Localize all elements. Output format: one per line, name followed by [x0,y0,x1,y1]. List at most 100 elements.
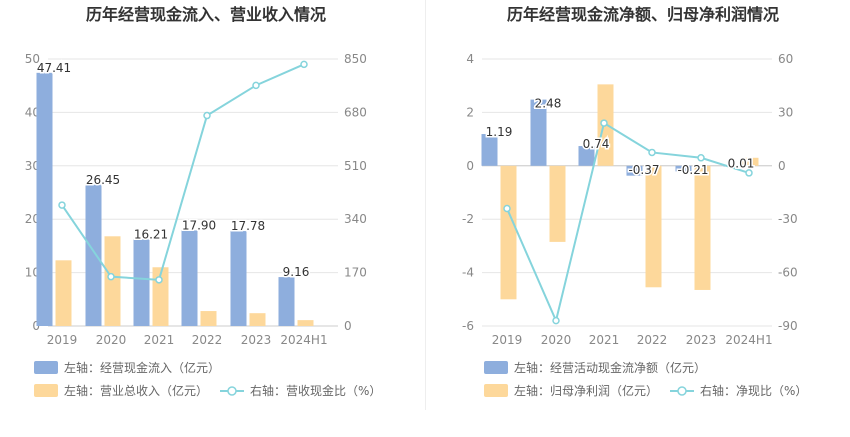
x-axis-tick-label: 2019 [492,333,523,347]
legend-swatch-marker [677,386,687,396]
left-axis-tick-label: 0 [32,319,40,333]
line-point [107,272,115,281]
line-point [203,111,211,120]
chart-title: 历年经营现金流净额、归母净利润情况 [507,5,779,24]
legend-swatch-bar [34,361,58,374]
left-axis-tick-label: 50 [25,52,40,66]
right-axis-tick-label: 170 [344,266,367,280]
right-axis-tick-label: -60 [778,266,798,280]
bar-data-label: 0.74 [583,137,610,151]
x-axis-tick-label: 2024H1 [725,333,772,347]
legend-label: 左轴：营业总收入（亿元） [64,383,208,398]
right-axis-tick-label: 850 [344,52,367,66]
panel-divider [425,0,426,410]
left-axis-tick-label: 30 [25,159,40,173]
bar-primary [675,165,692,172]
bar-primary [230,231,247,326]
left-axis-tick-label: -2 [462,212,474,226]
line-point [697,154,705,162]
x-axis-tick-label: 2020 [541,333,572,347]
bar-primary [530,99,547,166]
legend-swatch-bar [34,384,58,397]
line-point [252,81,260,90]
bar-data-label: -0.21 [677,163,708,177]
right-axis-tick-label: 340 [344,212,367,226]
bar-primary [626,165,643,176]
x-axis-tick-label: 2020 [96,333,127,347]
bar-secondary [500,165,517,300]
bar-primary [481,134,498,166]
bar-data-label: 26.45 [86,173,120,187]
line-point [552,316,560,325]
bar-data-label: 9.16 [283,265,310,279]
bar-data-label: -0.37 [628,163,659,177]
bar-data-label: 1.19 [486,125,513,139]
chart-panel-2: 历年经营现金流净额、归母净利润情况 -6 -4 -2 0 2 4 -90 -60 -30 0 30 60… [462,5,807,398]
bar-primary [181,230,198,326]
x-axis-tick-label: 2024H1 [280,333,327,347]
right-axis-tick-label: -90 [778,319,798,333]
right-axis-tick-label: 680 [344,105,367,119]
bar-primary [278,277,295,326]
bar-data-label: 17.78 [231,219,265,233]
bar-primary [133,239,150,326]
bar-primary [85,184,102,326]
x-axis-tick-label: 2023 [686,333,717,347]
bar-secondary [200,311,217,326]
bar-data-label: 16.21 [134,227,168,241]
bar-primary [578,146,595,166]
bar-secondary [249,313,266,326]
x-axis-tick-label: 2022 [637,333,668,347]
left-axis-tick-label: 4 [466,52,474,66]
x-axis-tick-label: 2021 [589,333,620,347]
x-axis-tick-label: 2022 [192,333,223,347]
bar-data-label: 47.41 [37,61,71,75]
left-axis-tick-label: -6 [462,319,474,333]
left-axis-tick-label: 20 [25,212,40,226]
bar-primary [36,72,53,326]
legend-label: 左轴：归母净利润（亿元） [514,383,658,398]
x-axis-tick-label: 2021 [144,333,175,347]
bar-secondary [645,165,662,288]
line-point [300,60,308,69]
legend-swatch-marker [227,386,237,396]
right-axis-tick-label: 30 [778,105,793,119]
line-point [648,148,656,157]
x-axis-tick-label: 2019 [47,333,78,347]
chart-panel-1: 历年经营现金流入、营业收入情况 0 10 20 30 40 50 0 170 340 510 680 8… [25,5,382,398]
bar-secondary [742,157,759,166]
legend-label: 右轴：营收现金比（%） [250,383,381,398]
legend-label: 左轴：经营现金流入（亿元） [64,360,220,375]
line-point [503,204,511,213]
bar-data-label: 0.01 [728,157,755,171]
bar-data-label: 17.90 [182,218,216,232]
line-point [745,169,753,177]
bar-secondary [297,320,314,326]
bar-secondary [55,260,72,326]
line-point [600,119,608,127]
right-axis-tick-label: 60 [778,52,793,66]
legend-swatch-bar [484,361,508,374]
left-axis-tick-label: 10 [25,266,40,280]
line-point [58,201,66,209]
right-axis-tick-label: 510 [344,159,367,173]
bar-data-label: 2.48 [535,97,562,111]
left-axis-tick-label: 0 [466,159,474,173]
chart-title: 历年经营现金流入、营业收入情况 [86,5,326,24]
bar-secondary [104,236,121,326]
line-series [506,121,750,324]
legend-label: 左轴：经营活动现金流净额（亿元） [514,360,706,375]
line-point [155,276,163,284]
right-axis-tick-label: -30 [778,212,798,226]
left-axis-tick-label: -4 [462,266,474,280]
left-axis-tick-label: 2 [466,105,474,119]
bar-secondary [549,165,566,242]
legend-label: 右轴：净现比（%） [700,383,807,398]
bar-primary [723,165,740,167]
right-axis-tick-label: 0 [778,159,786,173]
legend-swatch-bar [484,384,508,397]
bar-secondary [694,165,711,290]
left-axis-tick-label: 40 [25,105,40,119]
right-axis-tick-label: 0 [344,319,352,333]
